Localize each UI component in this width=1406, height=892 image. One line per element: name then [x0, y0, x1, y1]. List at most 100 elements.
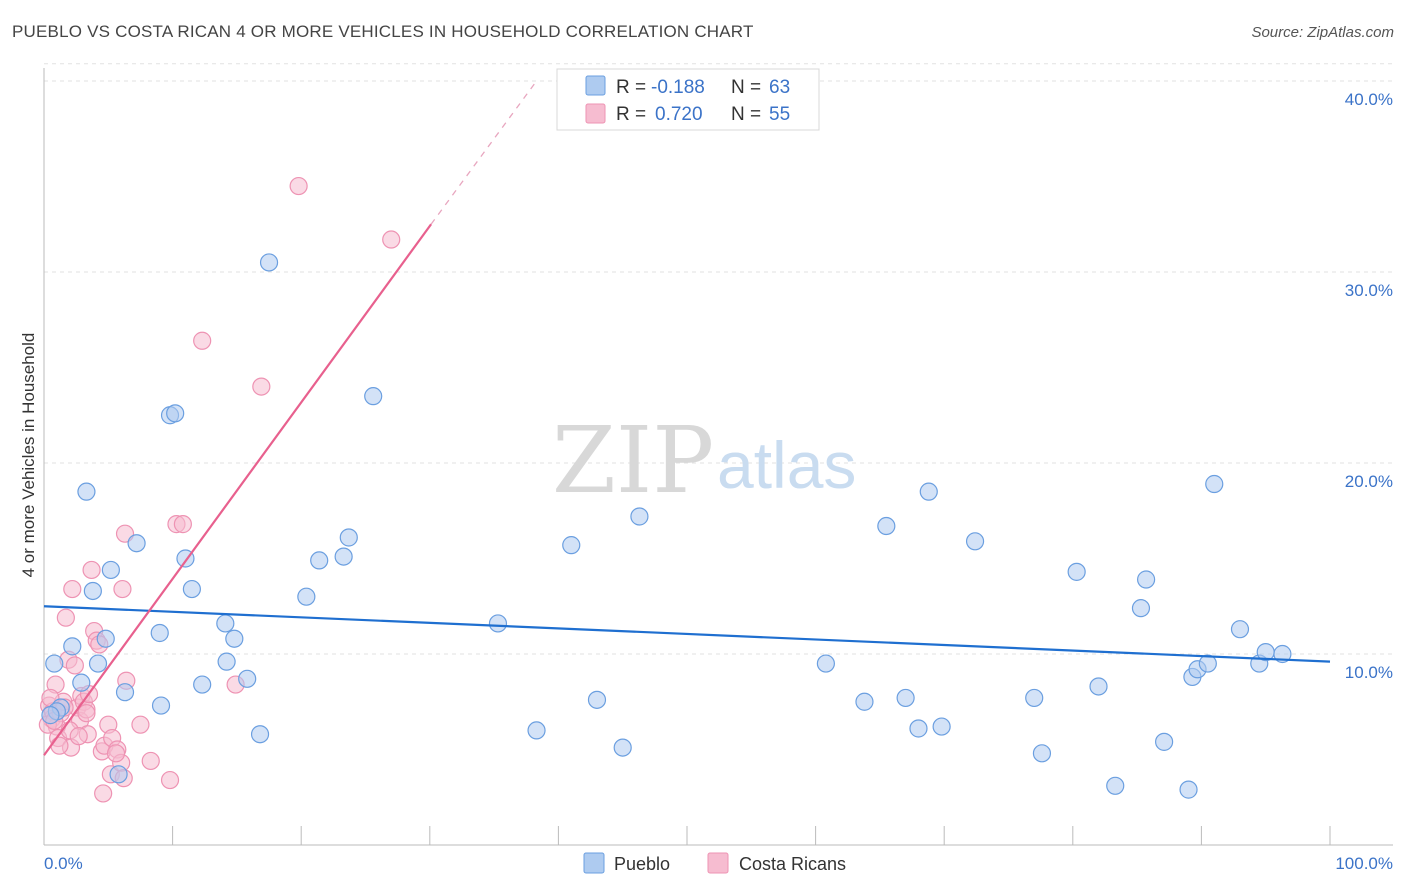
- pueblo-point: [1025, 688, 1044, 708]
- pueblo-point: [587, 690, 607, 709]
- costa-ricans-point: [160, 770, 180, 790]
- y-tick-labels: 10.0% 20.0% 30.0% 40.0%: [1345, 90, 1393, 682]
- costa-ricans-point: [77, 704, 96, 723]
- costa-ricans-point: [252, 377, 271, 396]
- pueblo-trend-line: [43, 605, 1331, 663]
- pueblo-point: [896, 688, 915, 708]
- pueblo-point: [1179, 780, 1198, 799]
- pueblo-point: [83, 581, 102, 601]
- watermark-atlas: atlas: [717, 428, 856, 502]
- costa-ricans-point: [106, 744, 126, 763]
- watermark-zip: ZIP: [552, 407, 714, 514]
- pueblo-point: [150, 623, 169, 643]
- legend-costa-n-label: N =: [731, 104, 761, 125]
- pueblo-point: [630, 507, 649, 526]
- pueblo-point: [250, 725, 270, 744]
- pueblo-point: [1089, 677, 1108, 696]
- pueblo-point: [919, 482, 938, 501]
- y-tick-label-40: 40.0%: [1345, 90, 1393, 109]
- costa-ricans-point: [56, 608, 75, 627]
- bottom-legend-pueblo-label: Pueblo: [614, 854, 670, 874]
- costa-ricans-point: [63, 579, 82, 599]
- costa-ricans-point: [69, 727, 88, 746]
- costa-ricans-point: [131, 715, 150, 734]
- costa-ricans-point: [382, 230, 401, 249]
- series-legend: Pueblo Costa Ricans: [583, 852, 846, 874]
- y-axis-title: 4 or more Vehicles in Household: [19, 333, 38, 578]
- pueblo-point: [193, 675, 212, 694]
- pueblo-point: [101, 560, 120, 580]
- watermark: ZIP atlas: [552, 407, 856, 514]
- bottom-legend-costa-swatch: [707, 852, 729, 874]
- pueblo-point: [63, 637, 82, 656]
- pueblo-point: [310, 551, 329, 570]
- legend-costa-n-value: 55: [769, 104, 790, 125]
- pueblo-point: [1205, 474, 1224, 494]
- pueblo-point: [364, 387, 383, 406]
- pueblo-point: [127, 534, 146, 553]
- pueblo-point: [488, 614, 508, 633]
- pueblo-point: [41, 706, 60, 725]
- legend-pueblo-n-value: 63: [769, 77, 790, 98]
- costa-ricans-point: [289, 176, 308, 196]
- x-ticks: [172, 826, 1331, 845]
- source-label: Source: ZipAtlas.com: [1251, 24, 1394, 41]
- pueblo-point: [1067, 562, 1086, 581]
- costa-ricans-trend-line: [43, 223, 432, 756]
- y-tick-label-30: 30.0%: [1345, 281, 1393, 300]
- pueblo-point: [965, 532, 985, 551]
- costa-ricans-point: [94, 784, 113, 803]
- costa-ricans-point: [141, 751, 160, 771]
- costa-ricans-point: [173, 515, 192, 534]
- pueblo-point: [334, 547, 353, 566]
- pueblo-point: [613, 738, 632, 757]
- pueblo-point: [72, 673, 91, 692]
- pueblo-point: [45, 654, 64, 673]
- trend-lines: [43, 80, 1331, 756]
- pueblo-point: [527, 721, 546, 740]
- pueblo-point: [877, 516, 896, 536]
- pueblo-point: [238, 669, 257, 688]
- pueblo-point: [297, 587, 316, 606]
- pueblo-point: [225, 629, 244, 648]
- chart-title: PUEBLO VS COSTA RICAN 4 OR MORE VEHICLES…: [12, 22, 754, 41]
- bottom-legend-pueblo-swatch: [583, 852, 605, 874]
- pueblo-point: [1032, 744, 1052, 763]
- pueblo-point: [151, 696, 171, 715]
- pueblo-point: [1131, 599, 1151, 618]
- legend-costa-swatch: [585, 103, 606, 124]
- legend-pueblo-r-value: -0.188: [651, 77, 705, 98]
- pueblo-point: [562, 536, 581, 555]
- pueblo-point: [909, 719, 928, 738]
- pueblo-point: [77, 482, 96, 501]
- costa-ricans-point: [82, 560, 101, 580]
- pueblo-point: [1230, 620, 1250, 639]
- y-tick-label-10: 10.0%: [1345, 663, 1393, 682]
- pueblo-point: [932, 717, 951, 736]
- bottom-legend-costa-label: Costa Ricans: [739, 854, 846, 874]
- pueblo-point: [1273, 644, 1292, 664]
- x-tick-label-min: 0.0%: [44, 854, 83, 873]
- pueblo-point: [96, 629, 115, 648]
- pueblo-point: [816, 654, 835, 673]
- legend-costa-r-label: R =: [616, 104, 646, 125]
- pueblo-point: [115, 683, 135, 702]
- legend-pueblo-r-label: R =: [616, 77, 646, 98]
- pueblo-points: [41, 253, 1292, 799]
- pueblo-point: [1198, 654, 1217, 673]
- costa-ricans-point: [65, 656, 84, 675]
- pueblo-point: [1155, 732, 1174, 751]
- costa-ricans-point: [193, 331, 212, 350]
- pueblo-point: [259, 253, 279, 272]
- y-tick-label-20: 20.0%: [1345, 472, 1393, 491]
- pueblo-point: [216, 614, 235, 633]
- costa-ricans-point: [113, 579, 132, 599]
- pueblo-point: [166, 404, 185, 423]
- pueblo-point: [339, 528, 358, 547]
- pueblo-point: [855, 692, 874, 711]
- pueblo-point: [182, 579, 201, 599]
- pueblo-point: [1137, 570, 1156, 589]
- correlation-legend: R = -0.188 N = 63 R = 0.720 N = 55: [556, 68, 820, 131]
- pueblo-point: [88, 654, 108, 673]
